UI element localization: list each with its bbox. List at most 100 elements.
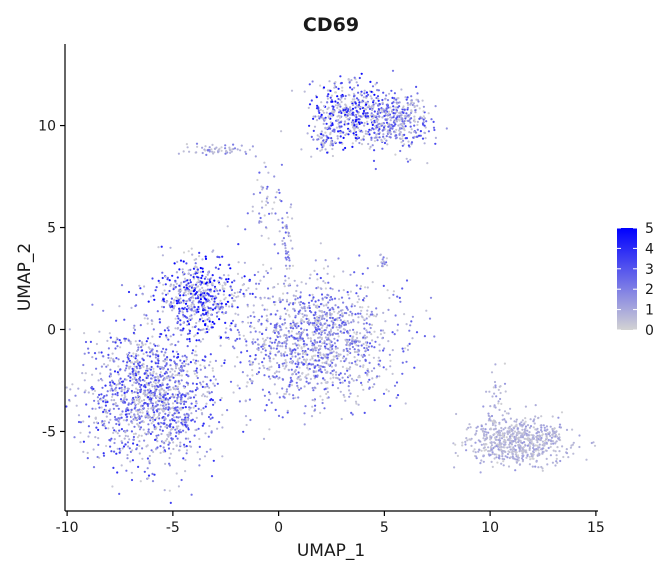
data-point [497, 434, 499, 436]
data-point [499, 445, 501, 447]
data-point [297, 376, 299, 378]
data-point [126, 407, 128, 409]
data-point [197, 278, 199, 280]
data-point [554, 464, 556, 466]
data-point [141, 364, 143, 366]
data-point [276, 310, 278, 312]
data-point [144, 471, 146, 473]
data-point [352, 98, 354, 100]
data-point [156, 409, 158, 411]
data-point [361, 101, 363, 103]
data-point [534, 415, 536, 417]
data-point [134, 365, 136, 367]
data-point [500, 392, 502, 394]
data-point [344, 147, 346, 149]
data-point [504, 432, 506, 434]
data-point [238, 261, 240, 263]
data-point [181, 362, 183, 364]
data-point [467, 427, 469, 429]
data-point [210, 314, 212, 316]
data-point [160, 426, 162, 428]
data-point [524, 438, 526, 440]
data-point [287, 256, 289, 258]
data-point [301, 307, 303, 309]
data-point [396, 116, 398, 118]
data-point [309, 322, 311, 324]
data-point [336, 355, 338, 357]
data-point [239, 338, 241, 340]
data-point [139, 411, 141, 413]
data-point [243, 335, 245, 337]
data-point [283, 237, 285, 239]
data-point [341, 90, 343, 92]
data-point [198, 438, 200, 440]
data-point [280, 352, 282, 354]
data-point [110, 438, 112, 440]
data-point [407, 107, 409, 109]
data-point [194, 310, 196, 312]
data-point [288, 304, 290, 306]
data-point [406, 323, 408, 325]
data-point [499, 441, 501, 443]
data-point [149, 348, 151, 350]
data-point [499, 398, 501, 400]
data-point [497, 402, 499, 404]
x-tick-label: 15 [587, 520, 605, 536]
data-point [142, 405, 144, 407]
data-point [258, 222, 260, 224]
data-point [163, 399, 165, 401]
data-point [144, 343, 146, 345]
data-point [201, 317, 203, 319]
data-point [404, 116, 406, 118]
data-point [330, 352, 332, 354]
data-point [141, 458, 143, 460]
data-point [376, 89, 378, 91]
data-point [312, 296, 314, 298]
data-point [301, 320, 303, 322]
data-point [187, 320, 189, 322]
data-point [149, 395, 151, 397]
data-point [345, 123, 347, 125]
data-point [182, 430, 184, 432]
data-point [348, 79, 350, 81]
data-point [286, 299, 288, 301]
data-point [315, 300, 317, 302]
data-point [97, 400, 99, 402]
data-point [327, 137, 329, 139]
data-point [353, 93, 355, 95]
data-point [274, 212, 276, 214]
data-point [156, 446, 158, 448]
data-point [312, 387, 314, 389]
data-point [335, 333, 337, 335]
data-point [363, 96, 365, 98]
data-point [172, 406, 174, 408]
data-point [288, 314, 290, 316]
data-point [148, 475, 150, 477]
data-point [231, 281, 233, 283]
data-point [185, 294, 187, 296]
x-tick-label: 0 [274, 520, 283, 536]
data-point [235, 324, 237, 326]
data-point [178, 449, 180, 451]
data-point [314, 387, 316, 389]
data-point [345, 344, 347, 346]
data-point [274, 354, 276, 356]
data-point [187, 290, 189, 292]
data-point [143, 285, 145, 287]
data-point [322, 110, 324, 112]
data-point [331, 111, 333, 113]
data-point [231, 303, 233, 305]
data-point [355, 401, 357, 403]
data-point [503, 436, 505, 438]
data-point [158, 414, 160, 416]
data-point [78, 421, 80, 423]
data-point [400, 112, 402, 114]
data-point [277, 342, 279, 344]
data-point [389, 405, 391, 407]
data-point [165, 371, 167, 373]
data-point [163, 396, 165, 398]
data-point [243, 295, 245, 297]
data-point [501, 437, 503, 439]
data-point [117, 448, 119, 450]
data-point [535, 444, 537, 446]
